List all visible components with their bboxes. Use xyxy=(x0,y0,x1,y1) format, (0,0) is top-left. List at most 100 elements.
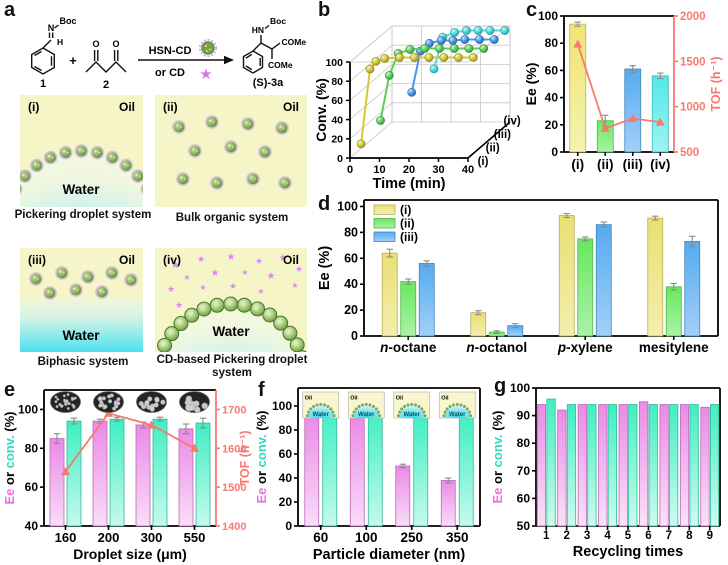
svg-text:Water: Water xyxy=(358,412,375,418)
svg-text:7: 7 xyxy=(666,530,672,542)
data-point xyxy=(475,35,484,44)
bar xyxy=(470,312,487,337)
svg-text:Oil: Oil xyxy=(441,396,449,402)
data-point xyxy=(420,44,430,53)
grid xyxy=(349,25,511,159)
carbonyl-o1: O xyxy=(92,39,99,49)
data-point xyxy=(485,26,495,35)
svg-text:Recycling times: Recycling times xyxy=(573,544,683,560)
svg-text:Water: Water xyxy=(62,182,100,197)
imine-n: N xyxy=(48,23,55,33)
cd-star-icon: ★ xyxy=(257,287,264,296)
svg-text:Water: Water xyxy=(449,412,466,418)
data-point xyxy=(479,44,489,53)
cd-star-icon: ★ xyxy=(199,66,212,83)
panel-letter-c: c xyxy=(526,0,538,21)
cd-star-icon: ★ xyxy=(279,253,288,264)
droplet-micrograph-insets xyxy=(50,391,210,413)
svg-text:TOF (h⁻¹): TOF (h⁻¹) xyxy=(709,57,723,112)
data-point xyxy=(405,45,415,54)
chart-d-solvents: 0 20 40 60 80 100 n-octane n-octanol p-xylene mes… xyxy=(317,199,719,355)
catalyst-cd-label: or CD xyxy=(155,67,185,79)
bar xyxy=(628,404,638,527)
cd-star-icon: ★ xyxy=(229,281,237,291)
data-point xyxy=(424,53,434,62)
svg-text:100: 100 xyxy=(538,9,558,23)
data-point xyxy=(371,56,381,66)
svg-text:100: 100 xyxy=(337,199,358,213)
svg-text:500: 500 xyxy=(680,147,699,159)
caption-biphasic: Biphasic system xyxy=(37,356,129,368)
panel-a-subpanel-ii: (ii) Oil xyxy=(155,95,307,207)
svg-text:40: 40 xyxy=(279,471,293,485)
svg-text:(iii): (iii) xyxy=(28,253,46,267)
svg-text:20: 20 xyxy=(545,118,559,132)
imine-h: H xyxy=(57,37,63,47)
panel-a-subpanel-i: (i) Oil Water xyxy=(20,95,143,207)
svg-text:Oil: Oil xyxy=(283,253,299,267)
svg-text:(i): (i) xyxy=(571,157,584,172)
panel-letter-a: a xyxy=(4,0,16,21)
svg-text:4: 4 xyxy=(604,530,611,542)
svg-text:200: 200 xyxy=(98,530,120,545)
svg-text:Conv. (%): Conv. (%) xyxy=(314,78,329,142)
data-point xyxy=(435,44,444,53)
svg-text:Oil: Oil xyxy=(119,253,135,267)
bar xyxy=(651,75,669,153)
tof-line xyxy=(573,39,665,132)
cd-star-icon: ★ xyxy=(241,268,248,277)
svg-text:300: 300 xyxy=(141,530,163,545)
hsn-cd-particle-icon xyxy=(199,38,218,57)
cd-star-icon: ★ xyxy=(211,268,220,279)
bar xyxy=(587,404,597,527)
svg-text:60: 60 xyxy=(344,251,358,265)
bar xyxy=(349,416,365,527)
data-point xyxy=(489,35,499,44)
bar xyxy=(557,409,567,527)
bar xyxy=(413,414,429,527)
cd-star-icon: ★ xyxy=(175,300,183,310)
svg-text:40: 40 xyxy=(545,91,559,105)
svg-text:60: 60 xyxy=(331,95,343,107)
data-point xyxy=(468,53,478,62)
svg-text:0: 0 xyxy=(347,164,353,176)
data-point xyxy=(356,139,366,149)
product-hn: HN xyxy=(252,25,264,35)
tof-point xyxy=(628,113,638,122)
svg-text:20: 20 xyxy=(331,134,343,146)
svg-text:40: 40 xyxy=(25,519,39,533)
reactant2-structure xyxy=(85,50,127,73)
reaction-scheme: N Boc H 1 + O O 2 HSN-CD or CD ★ xyxy=(31,16,306,91)
bar xyxy=(598,404,608,527)
bar xyxy=(109,418,125,527)
svg-text:TOF (h⁻¹): TOF (h⁻¹) xyxy=(238,431,252,486)
svg-text:350: 350 xyxy=(446,530,469,545)
bar xyxy=(367,410,383,527)
svg-text:1500: 1500 xyxy=(222,482,246,494)
data-point xyxy=(454,53,463,62)
cd-star-icon: ★ xyxy=(267,271,276,282)
panel-letter-d: d xyxy=(318,193,331,215)
panel-letter-g: g xyxy=(494,375,507,397)
bar xyxy=(381,252,398,337)
svg-text:Water: Water xyxy=(404,412,421,418)
svg-text:80: 80 xyxy=(25,441,39,455)
svg-text:0: 0 xyxy=(285,519,292,533)
svg-text:(ii): (ii) xyxy=(597,157,614,172)
svg-text:n-octanol: n-octanol xyxy=(466,340,527,355)
data-point xyxy=(473,26,483,35)
svg-text:80: 80 xyxy=(344,225,358,239)
svg-text:90: 90 xyxy=(517,409,531,423)
svg-text:Droplet size (μm): Droplet size (μm) xyxy=(73,546,187,562)
compound1-number: 1 xyxy=(40,78,46,90)
bar xyxy=(546,398,556,527)
svg-text:Ee (%): Ee (%) xyxy=(524,63,539,106)
svg-text:(iii): (iii) xyxy=(494,129,511,141)
svg-text:0: 0 xyxy=(337,153,343,165)
product-boc: Boc xyxy=(270,16,286,26)
plus-sign: + xyxy=(69,53,77,68)
tof-point xyxy=(655,117,665,126)
bar xyxy=(395,465,411,527)
svg-text:3: 3 xyxy=(584,530,590,542)
data-point xyxy=(409,53,419,62)
